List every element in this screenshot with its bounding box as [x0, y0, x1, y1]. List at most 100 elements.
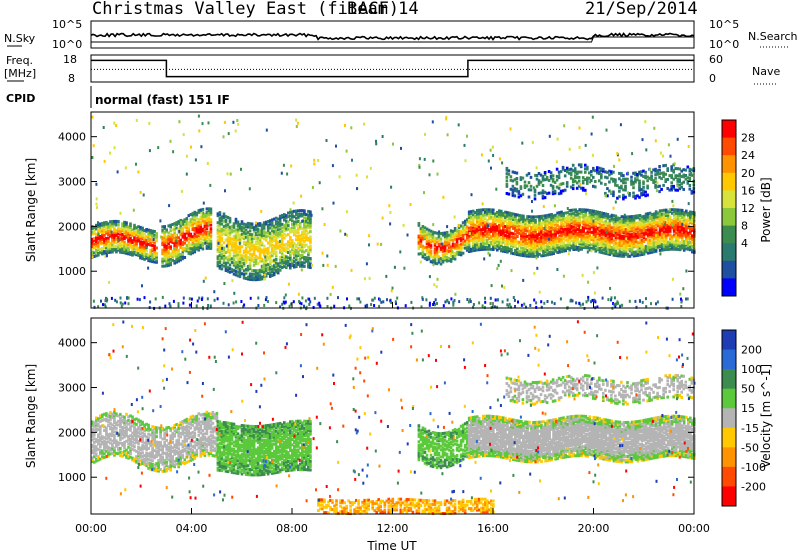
heat-cell	[532, 215, 535, 219]
heat-cell	[201, 243, 205, 247]
heat-cell	[492, 230, 495, 234]
heat-cell	[560, 244, 563, 248]
heat-cell	[534, 233, 537, 237]
heat-cell	[431, 236, 435, 239]
heat-cell	[646, 222, 650, 226]
heat-cell	[598, 246, 602, 250]
heat-cell	[113, 236, 116, 239]
heat-cell	[175, 240, 178, 244]
heat-cell	[220, 244, 224, 248]
heat-cell	[222, 264, 226, 268]
heat-cell	[514, 238, 517, 242]
heat-cell	[226, 232, 230, 236]
heat-cell	[435, 253, 439, 257]
heat-cell	[307, 251, 310, 255]
heat-cell	[558, 229, 561, 232]
heat-cell	[181, 230, 185, 234]
heat-cell	[606, 229, 610, 233]
heat-cell	[632, 232, 636, 236]
heat-cell	[266, 257, 270, 261]
heat-cell	[598, 250, 602, 254]
heat-cell	[622, 217, 626, 221]
heat-cell	[646, 239, 650, 243]
heat-cell	[234, 246, 238, 250]
heat-cell	[441, 248, 445, 251]
heat-cell	[500, 217, 503, 220]
heat-cell	[650, 243, 654, 247]
heat-cell	[558, 225, 561, 229]
heat-cell	[268, 242, 272, 246]
heat-cell	[465, 218, 469, 222]
heat-cell	[606, 227, 610, 231]
heat-cell	[218, 248, 222, 252]
heat-cell	[153, 255, 156, 259]
heat-cell	[564, 243, 567, 247]
heat-cell	[95, 232, 98, 236]
heat-cell	[254, 233, 258, 237]
heat-cell	[125, 224, 128, 228]
heat-cell	[471, 240, 475, 244]
heat-cell	[427, 243, 431, 247]
heat-cell	[431, 230, 435, 234]
heat-cell	[141, 255, 144, 259]
heat-cell	[626, 217, 630, 221]
heat-cell	[515, 177, 519, 180]
heat-cell	[240, 227, 244, 231]
heat-cell	[195, 226, 199, 230]
heat-cell	[433, 243, 437, 247]
heat-cell	[272, 251, 276, 255]
heat-cell	[445, 243, 449, 247]
heat-cell	[207, 239, 211, 243]
heat-cell	[227, 132, 230, 136]
heat-cell	[280, 260, 284, 264]
heat-cell	[236, 247, 240, 251]
heat-cell	[101, 250, 104, 254]
heat-cell	[596, 242, 600, 246]
heat-cell	[445, 256, 449, 259]
heat-cell	[123, 228, 126, 231]
heat-cell	[260, 259, 264, 263]
heat-cell	[303, 257, 306, 261]
heat-cell	[111, 248, 114, 252]
heat-cell	[103, 239, 106, 243]
heat-cell	[183, 220, 187, 224]
heat-cell	[532, 228, 535, 231]
heat-cell	[139, 234, 142, 238]
heat-cell	[559, 297, 562, 301]
heat-cell	[556, 218, 559, 222]
heat-cell	[486, 233, 489, 237]
heat-cell	[580, 220, 583, 224]
heat-cell	[373, 304, 376, 307]
heat-cell	[274, 265, 278, 269]
heat-cell	[224, 225, 228, 229]
heat-cell	[264, 235, 268, 238]
heat-cell	[498, 214, 501, 218]
heat-cell	[588, 221, 592, 225]
heat-cell	[195, 217, 199, 221]
heat-cell	[309, 244, 312, 248]
heat-cell	[492, 224, 495, 228]
heat-cell	[572, 219, 575, 223]
heat-cell	[295, 245, 298, 249]
heat-cell	[435, 247, 439, 251]
heat-cell	[224, 238, 228, 242]
heat-cell	[606, 252, 610, 256]
heat-cell	[526, 243, 529, 247]
heat-cell	[207, 218, 211, 222]
heat-cell	[103, 224, 106, 228]
heat-cell	[276, 267, 280, 271]
heat-cell	[664, 172, 667, 176]
heat-cell	[477, 219, 481, 223]
heat-cell	[305, 234, 308, 238]
heat-cell	[185, 217, 189, 221]
heat-cell	[492, 231, 495, 235]
heat-cell	[514, 248, 517, 252]
heat-cell	[195, 227, 199, 231]
heat-cell	[223, 120, 226, 124]
heat-cell	[574, 228, 577, 232]
heat-cell	[618, 249, 622, 253]
heat-cell	[540, 214, 543, 218]
heat-cell	[250, 240, 254, 244]
heat-cell	[96, 206, 98, 210]
heat-cell	[291, 262, 294, 266]
